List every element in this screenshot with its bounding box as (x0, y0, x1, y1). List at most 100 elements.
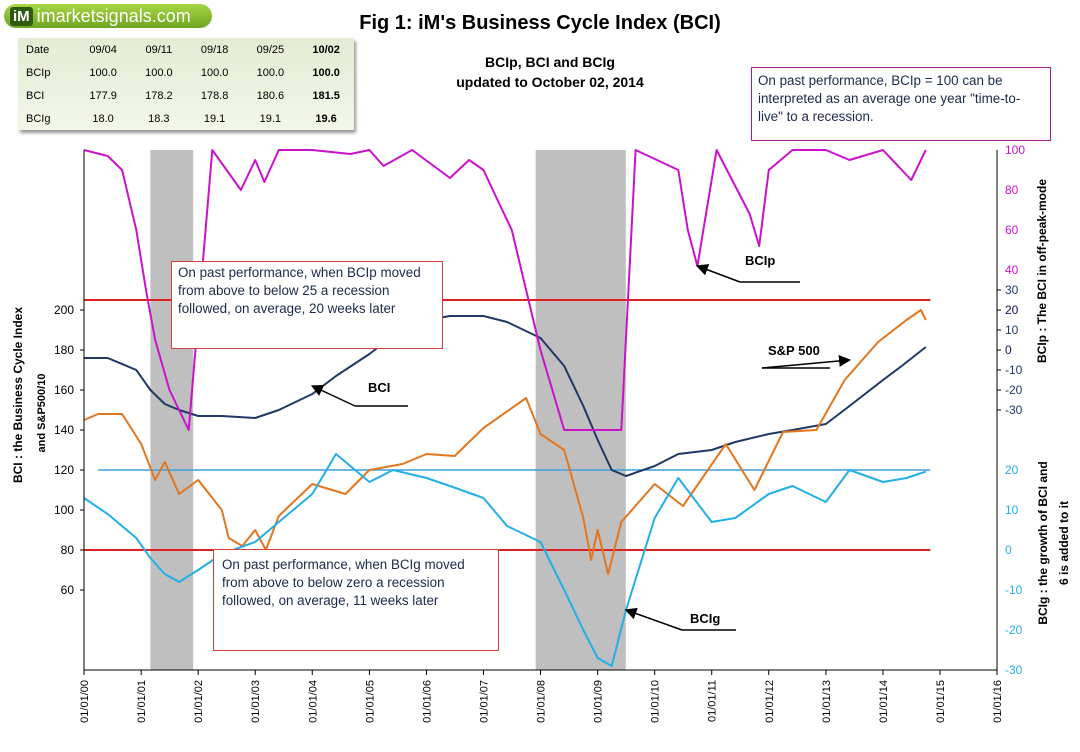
annotation-arrow (624, 607, 683, 631)
x-tick-label: 01/01/04 (307, 680, 319, 723)
chart-title: Fig 1: iM's Business Cycle Index (BCI) (359, 12, 721, 34)
y-right-shared-tick-label: 0 (1005, 343, 1012, 357)
y-right-shared-tick-label: -30 (1005, 403, 1023, 417)
series-line-bci (84, 315, 927, 477)
annotation-label: BCIp (745, 253, 775, 268)
x-tick-label: 01/01/15 (935, 680, 947, 723)
y-right-bcig-tick-label: -10 (1005, 583, 1023, 597)
y-left-tick-label: 160 (54, 383, 74, 397)
table-cell: 181.5 (312, 89, 340, 102)
row-header: BCIp (26, 66, 51, 79)
y-left-tick-label: 60 (61, 583, 75, 597)
table-cell: 19.6 (315, 112, 337, 125)
annotation-label: BCI (368, 380, 390, 395)
logo-mark: iM (10, 6, 33, 26)
series-line-s-p-500 (83, 309, 927, 575)
table-cell: 19.1 (259, 112, 282, 125)
y-right-bcip-tick-label: 80 (1005, 183, 1019, 197)
chart-subtitle: BCIp, BCI and BCIg updated to October 02… (300, 52, 800, 92)
x-tick-label: 01/01/07 (478, 680, 490, 723)
y-right-shared-tick-label: -20 (1005, 383, 1023, 397)
recession-band (150, 150, 194, 670)
y-right-shared-tick-label: 10 (1005, 323, 1019, 337)
table-cell: 18.3 (148, 112, 170, 125)
x-tick-label: 01/01/10 (650, 680, 662, 723)
annotation-arrow (695, 264, 741, 283)
row-header: BCIg (26, 112, 51, 125)
annotations: BCIp BCI S&P 500 BCIg (310, 253, 852, 631)
y-left-tick-label: 120 (54, 463, 74, 477)
logo-name: imarketsignals.com (36, 5, 191, 26)
table-cell: 19.1 (203, 112, 226, 125)
y-right-bcip-tick-label: 100 (1005, 143, 1025, 157)
y-left-label-sp: and S&P500/10 (36, 373, 48, 453)
note-bcip-threshold: On past performance, when BCIp moved fro… (171, 261, 443, 349)
table-cell: 09/11 (145, 43, 173, 56)
annotation-label: S&P 500 (768, 343, 820, 358)
note-ttl: On past performance, BCIp = 100 can be i… (751, 67, 1051, 141)
row-header: Date (26, 43, 50, 56)
series-line-bcip (83, 149, 927, 431)
x-tick-label: 01/01/05 (364, 680, 376, 723)
x-tick-label: 01/01/01 (136, 680, 148, 723)
table-cell: 100.0 (200, 66, 229, 79)
table-cell: 09/18 (200, 43, 229, 56)
x-tick-label: 01/01/03 (250, 680, 262, 723)
recent-values-table: Date 09/04 09/11 09/18 09/25 10/02 BCIp 100.0 10… (18, 38, 354, 130)
y-right-bcig-tick-label: -20 (1005, 623, 1023, 637)
x-tick-label: 01/01/13 (821, 680, 833, 723)
series-lines (83, 149, 927, 667)
y-left-tick-label: 180 (54, 343, 74, 357)
table-row: Date 09/04 09/11 09/18 09/25 10/02 (18, 38, 354, 61)
y-right-shared-tick-label: 20 (1005, 303, 1019, 317)
axes: 6080100120140160180200020406080100-30-20… (54, 143, 1025, 723)
x-tick-label: 01/01/12 (764, 680, 776, 723)
annotation-label: BCIg (690, 611, 720, 626)
y-right-bcig-tick-label: 10 (1005, 503, 1019, 517)
x-tick-label: 01/01/00 (79, 680, 91, 723)
y-right-bcig-tick-label: -30 (1005, 663, 1023, 677)
x-tick-label: 01/01/14 (878, 680, 890, 723)
y-right-label-bcip: BCIp : The BCI in off-peak-mode (1035, 179, 1049, 363)
y-right-shared-tick-label: -10 (1005, 363, 1023, 377)
subtitle-line-1: BCIp, BCI and BCIg (485, 54, 615, 70)
table-row: BCI 177.9 178.2 178.8 180.6 181.5 (18, 84, 354, 107)
x-tick-label: 01/01/08 (536, 680, 548, 723)
annotation-arrow (761, 354, 852, 369)
table-row: BCIp 100.0 100.0 100.0 100.0 100.0 (18, 61, 354, 84)
y-right-bcip-tick-label: 20 (1005, 303, 1019, 317)
table-cell: 100.0 (312, 66, 340, 79)
y-right-bcig-tick-label: 20 (1005, 463, 1019, 477)
annotation-arrow (310, 385, 356, 407)
table-cell: 177.9 (89, 89, 117, 102)
subtitle-line-2: updated to October 02, 2014 (456, 74, 644, 90)
table-cell: 100.0 (256, 66, 285, 79)
recession-bands (150, 150, 626, 670)
x-tick-label: 01/01/06 (421, 680, 433, 723)
table-cell: 180.6 (256, 89, 285, 102)
y-right-bcip-tick-label: 60 (1005, 223, 1019, 237)
y-right-bcip-tick-label: 0 (1005, 343, 1012, 357)
table-cell: 178.2 (145, 89, 173, 102)
x-tick-label: 01/01/02 (193, 680, 205, 723)
row-header: BCI (26, 89, 45, 102)
y-right-shared-tick-label: 30 (1005, 283, 1019, 297)
table-cell: 09/25 (256, 43, 285, 56)
note-bcig-threshold: On past performance, when BCIg moved fro… (213, 549, 499, 651)
y-left-label-bci: BCI : the Business Cycle Index (11, 306, 25, 484)
y-right-label-bcig-2: 6 is added to it (1057, 501, 1071, 586)
x-tick-label: 01/01/11 (707, 680, 719, 722)
x-tick-label: 01/01/09 (593, 680, 605, 723)
table-row: BCIg 18.0 18.3 19.1 19.1 19.6 (18, 107, 354, 130)
y-left-tick-label: 200 (54, 303, 74, 317)
table-cell: 178.8 (200, 89, 229, 102)
y-right-label-bcig-1: BCIg : the growth of BCI and (1036, 461, 1050, 625)
y-left-tick-label: 80 (61, 543, 75, 557)
y-left-tick-label: 140 (54, 423, 74, 437)
table-cell: 100.0 (89, 66, 117, 79)
imarketsignals-logo: iM imarketsignals.com (4, 4, 212, 28)
table-cell: 100.0 (145, 66, 173, 79)
recession-band (535, 150, 626, 670)
y-right-bcip-tick-label: 40 (1005, 263, 1019, 277)
table-cell: 10/02 (312, 43, 340, 56)
